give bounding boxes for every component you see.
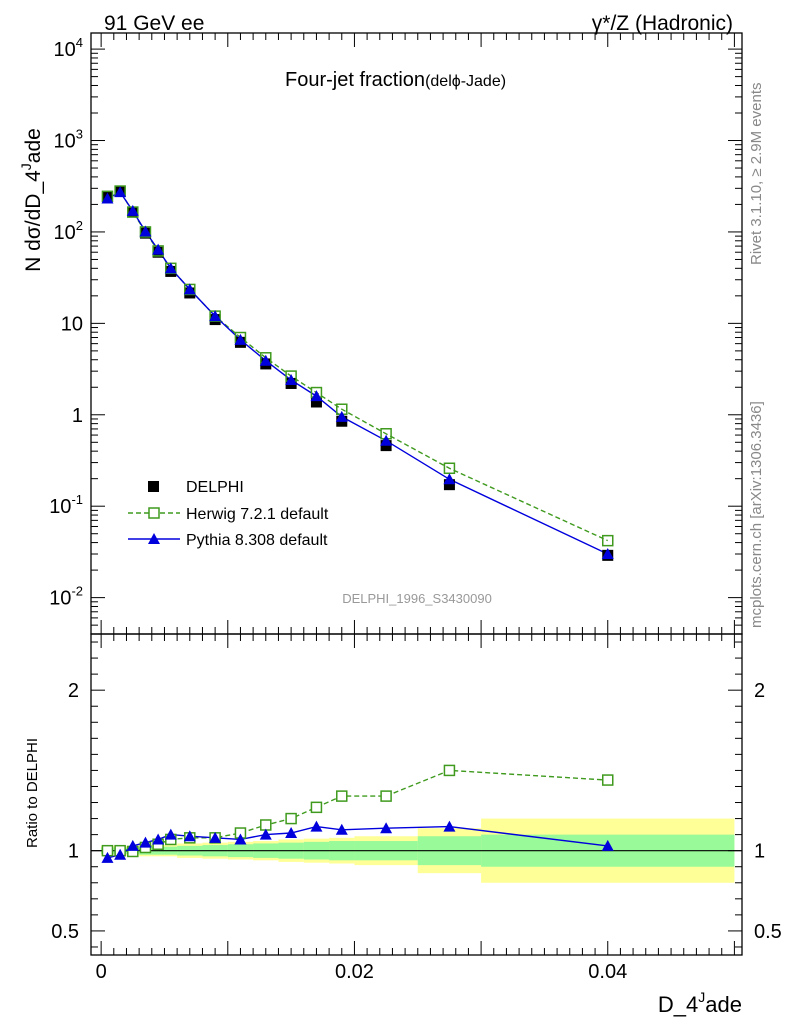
- main-plot-area: 10-2 10-1 1 10 102 103 104: [49, 32, 743, 635]
- pythia-point: [285, 374, 298, 386]
- y-tick-label: 10-1: [49, 492, 83, 518]
- x-tick-label: 0.02: [335, 961, 374, 983]
- pythia-ratio-line: [107, 825, 608, 859]
- legend-label-pythia: Pythia 8.308 default: [186, 532, 328, 549]
- legend-label-delphi: DELPHI: [186, 479, 244, 496]
- pythia-ratio-point: [234, 833, 247, 845]
- x-tick-label: 0: [96, 961, 107, 983]
- chart-title-suffix: (delϕ-Jade): [425, 73, 506, 90]
- pythia-ratio-point: [183, 830, 196, 842]
- pythia-point: [209, 310, 222, 322]
- ratio-y-tick-label-right: 0.5: [754, 921, 782, 943]
- herwig-ratio-point: [260, 819, 272, 831]
- pythia-point: [183, 283, 196, 295]
- herwig-ratio-point: [336, 790, 348, 802]
- pythia-point: [601, 548, 614, 560]
- chart-title-main: Four-jet fraction: [285, 69, 425, 91]
- pythia-point: [164, 262, 177, 274]
- ratio-y-tick-label: 1: [68, 841, 79, 863]
- pythia-ratio-point: [152, 833, 165, 845]
- y-tick-label: 102: [54, 218, 83, 244]
- y-tick-label: 10: [61, 313, 83, 335]
- herwig-ratio-point: [380, 790, 392, 802]
- herwig-ratio-point: [601, 774, 614, 786]
- y-tick-label: 1: [72, 405, 83, 427]
- y-axis-title: N dσ/dD_4Jade: [18, 128, 45, 272]
- pythia-ratio-point: [335, 823, 348, 835]
- ratio-plot-area: 0 0.02 0.04 0.5 0.5 1 1 2 2: [51, 633, 782, 983]
- x-tick-label: 0.04: [588, 961, 627, 983]
- pythia-point: [101, 192, 114, 204]
- mcplots-reference-label: mcplots.cern.ch [arXiv:1306.3436]: [748, 401, 765, 628]
- x-axis-title: D_4Jade: [658, 989, 742, 1017]
- pythia-ratio-point: [101, 851, 114, 863]
- pythia-ratio-point: [601, 839, 614, 851]
- herwig-point: [601, 534, 614, 547]
- ratio-y-tick-label: 0.5: [51, 921, 79, 943]
- pythia-ratio-point: [443, 820, 456, 832]
- y-tick-label: 10-2: [49, 584, 83, 610]
- analysis-id-label: DELPHI_1996_S3430090: [342, 591, 492, 606]
- pythia-point: [259, 354, 272, 366]
- pythia-point: [114, 186, 127, 198]
- pythia-point: [380, 434, 393, 446]
- pythia-point: [126, 204, 139, 216]
- herwig-ratio-line: [107, 769, 608, 853]
- herwig-ratio-point: [285, 812, 297, 825]
- ratio-y-tick-label-right: 2: [754, 680, 765, 702]
- pythia-point: [335, 410, 348, 422]
- pythia-point: [310, 390, 323, 402]
- pythia-ratio-point: [310, 820, 323, 832]
- herwig-line: [107, 190, 608, 542]
- herwig-point: [443, 462, 456, 475]
- legend-marker-pythia: [148, 533, 160, 544]
- pythia-ratio-point: [209, 831, 222, 843]
- pythia-ratio-point: [285, 827, 298, 839]
- pythia-line: [107, 191, 608, 555]
- ratio-y-axis-title: Ratio to DELPHI: [24, 738, 41, 848]
- ratio-y-tick-label-right: 1: [754, 841, 765, 863]
- process-label: γ*/Z (Hadronic): [592, 12, 733, 35]
- pythia-ratio-point: [114, 848, 127, 860]
- chart-title: Four-jet fraction(delϕ-Jade): [285, 69, 506, 91]
- ratio-y-tick-label: 2: [68, 680, 79, 702]
- pythia-ratio-point: [126, 839, 139, 851]
- pythia-point: [139, 225, 152, 237]
- pythia-point: [152, 243, 165, 255]
- herwig-ratio-point: [310, 801, 323, 814]
- pythia-ratio-point: [259, 828, 272, 840]
- ratio-plot-frame: [90, 633, 743, 956]
- pythia-ratio-point: [139, 836, 152, 848]
- pythia-ratio-point: [380, 822, 393, 834]
- delphi-point: [310, 396, 322, 408]
- pythia-point: [443, 473, 456, 485]
- legend-label-herwig: Herwig 7.2.1 default: [186, 506, 329, 523]
- legend: DELPHI Herwig 7.2.1 default Pythia 8.308…: [128, 479, 329, 549]
- delphi-point: [443, 479, 455, 491]
- herwig-ratio-point: [443, 764, 456, 777]
- y-tick-label: 103: [54, 127, 83, 153]
- energy-label: 91 GeV ee: [104, 12, 204, 35]
- pythia-point: [234, 333, 247, 345]
- pythia-ratio-point: [164, 828, 177, 840]
- legend-marker-delphi: [148, 481, 159, 492]
- rivet-version-label: Rivet 3.1.10, ≥ 2.9M events: [748, 83, 765, 266]
- y-tick-label: 104: [54, 35, 83, 61]
- legend-marker-herwig: [148, 507, 160, 519]
